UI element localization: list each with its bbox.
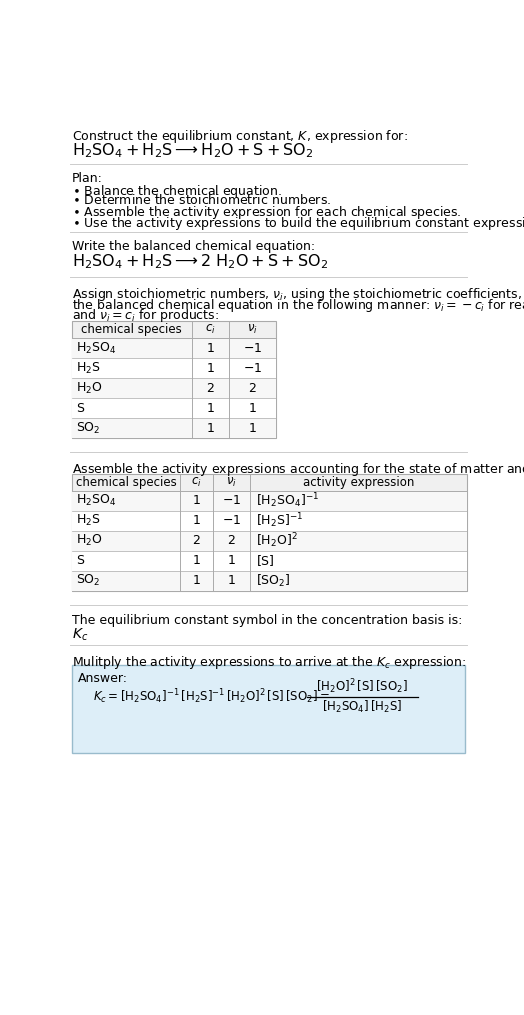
Text: $-1$: $-1$ bbox=[243, 342, 262, 354]
Text: $\mathrm{H_2O}$: $\mathrm{H_2O}$ bbox=[77, 533, 103, 548]
Text: Construct the equilibrium constant, $K$, expression for:: Construct the equilibrium constant, $K$,… bbox=[72, 128, 408, 145]
Text: $\mathrm{H_2SO_4}$: $\mathrm{H_2SO_4}$ bbox=[77, 341, 117, 355]
Text: $c_i$: $c_i$ bbox=[205, 323, 216, 336]
Bar bbox=[72, 511, 467, 531]
Text: $\bullet$ Assemble the activity expression for each chemical species.: $\bullet$ Assemble the activity expressi… bbox=[72, 204, 461, 221]
Text: $[\mathrm{SO_2}]$: $[\mathrm{SO_2}]$ bbox=[256, 572, 291, 589]
Bar bbox=[72, 321, 276, 438]
Text: $2$: $2$ bbox=[248, 382, 257, 395]
Text: 1: 1 bbox=[192, 515, 200, 527]
Text: 1: 1 bbox=[192, 494, 200, 508]
Text: $[\mathrm{H_2S}]^{-1}$: $[\mathrm{H_2S}]^{-1}$ bbox=[256, 512, 303, 530]
Bar bbox=[72, 418, 276, 438]
Text: $2$: $2$ bbox=[227, 534, 236, 547]
Text: $-1$: $-1$ bbox=[222, 515, 241, 527]
Text: $\mathrm{S}$: $\mathrm{S}$ bbox=[77, 402, 85, 415]
Text: $K_c$: $K_c$ bbox=[72, 626, 88, 642]
Text: $1$: $1$ bbox=[227, 574, 236, 588]
Text: $1$: $1$ bbox=[248, 402, 257, 415]
Bar bbox=[72, 490, 467, 511]
Text: $\mathrm{H_2SO_4}$: $\mathrm{H_2SO_4}$ bbox=[77, 493, 117, 509]
Text: 2: 2 bbox=[192, 534, 200, 547]
Bar bbox=[72, 474, 467, 490]
Text: $\mathrm{H_2SO_4 + H_2S \longrightarrow 2\;H_2O + S + SO_2}$: $\mathrm{H_2SO_4 + H_2S \longrightarrow … bbox=[72, 252, 328, 271]
Text: $-1$: $-1$ bbox=[222, 494, 241, 508]
Text: activity expression: activity expression bbox=[303, 476, 414, 488]
Text: $\mathrm{H_2SO_4 + H_2S \longrightarrow H_2O + S + SO_2}$: $\mathrm{H_2SO_4 + H_2S \longrightarrow … bbox=[72, 141, 313, 159]
Text: $[\mathrm{H_2SO_4}]\,[\mathrm{H_2S}]$: $[\mathrm{H_2SO_4}]\,[\mathrm{H_2S}]$ bbox=[322, 699, 402, 715]
Text: Answer:: Answer: bbox=[78, 672, 128, 685]
Bar bbox=[72, 338, 276, 358]
Text: $K_c = [\mathrm{H_2SO_4}]^{-1}\,[\mathrm{H_2S}]^{-1}\,[\mathrm{H_2O}]^{2}\,[\mat: $K_c = [\mathrm{H_2SO_4}]^{-1}\,[\mathrm… bbox=[93, 687, 330, 706]
Text: The equilibrium constant symbol in the concentration basis is:: The equilibrium constant symbol in the c… bbox=[72, 614, 462, 627]
Text: Write the balanced chemical equation:: Write the balanced chemical equation: bbox=[72, 240, 315, 253]
Text: Assign stoichiometric numbers, $\nu_i$, using the stoichiometric coefficients, $: Assign stoichiometric numbers, $\nu_i$, … bbox=[72, 286, 524, 302]
Text: $1$: $1$ bbox=[248, 422, 257, 434]
Text: $\mathrm{SO_2}$: $\mathrm{SO_2}$ bbox=[77, 420, 101, 435]
Bar bbox=[72, 474, 467, 591]
Bar bbox=[72, 358, 276, 379]
Text: Mulitply the activity expressions to arrive at the $K_c$ expression:: Mulitply the activity expressions to arr… bbox=[72, 654, 466, 671]
Bar bbox=[72, 321, 276, 338]
Text: $1$: $1$ bbox=[227, 554, 236, 567]
Bar bbox=[72, 665, 465, 753]
Text: $\mathrm{H_2S}$: $\mathrm{H_2S}$ bbox=[77, 360, 101, 376]
Text: 1: 1 bbox=[206, 422, 214, 434]
Text: the balanced chemical equation in the following manner: $\nu_i = -c_i$ for react: the balanced chemical equation in the fo… bbox=[72, 296, 524, 314]
Text: $\bullet$ Determine the stoichiometric numbers.: $\bullet$ Determine the stoichiometric n… bbox=[72, 194, 331, 207]
Text: 1: 1 bbox=[206, 342, 214, 354]
Text: chemical species: chemical species bbox=[81, 323, 182, 336]
Bar bbox=[72, 551, 467, 570]
Text: $c_i$: $c_i$ bbox=[191, 476, 202, 488]
Text: 1: 1 bbox=[206, 361, 214, 375]
Bar bbox=[72, 398, 276, 418]
Text: $\nu_i$: $\nu_i$ bbox=[247, 323, 258, 336]
Text: $\bullet$ Balance the chemical equation.: $\bullet$ Balance the chemical equation. bbox=[72, 183, 282, 200]
Text: $-1$: $-1$ bbox=[243, 361, 262, 375]
Text: $[\mathrm{S}]$: $[\mathrm{S}]$ bbox=[256, 553, 275, 568]
Text: $[\mathrm{H_2O}]^2\,[\mathrm{S}]\,[\mathrm{SO_2}]$: $[\mathrm{H_2O}]^2\,[\mathrm{S}]\,[\math… bbox=[316, 678, 408, 696]
Text: Assemble the activity expressions accounting for the state of matter and $\nu_i$: Assemble the activity expressions accoun… bbox=[72, 462, 524, 478]
Text: 1: 1 bbox=[192, 554, 200, 567]
Text: and $\nu_i = c_i$ for products:: and $\nu_i = c_i$ for products: bbox=[72, 308, 219, 325]
Text: 1: 1 bbox=[192, 574, 200, 588]
Text: $\mathrm{H_2O}$: $\mathrm{H_2O}$ bbox=[77, 381, 103, 396]
Text: $[\mathrm{H_2O}]^{2}$: $[\mathrm{H_2O}]^{2}$ bbox=[256, 531, 298, 550]
Bar bbox=[72, 570, 467, 591]
Bar bbox=[72, 474, 467, 591]
Text: $\bullet$ Use the activity expressions to build the equilibrium constant express: $\bullet$ Use the activity expressions t… bbox=[72, 215, 524, 232]
Text: 1: 1 bbox=[206, 402, 214, 415]
Text: $\nu_i$: $\nu_i$ bbox=[226, 476, 237, 488]
Text: chemical species: chemical species bbox=[75, 476, 176, 488]
Text: 2: 2 bbox=[206, 382, 214, 395]
Text: $\mathrm{H_2S}$: $\mathrm{H_2S}$ bbox=[77, 514, 101, 528]
Bar bbox=[72, 531, 467, 551]
Text: Plan:: Plan: bbox=[72, 172, 103, 185]
Text: $[\mathrm{H_2SO_4}]^{-1}$: $[\mathrm{H_2SO_4}]^{-1}$ bbox=[256, 491, 319, 510]
Bar bbox=[72, 379, 276, 398]
Text: $\mathrm{S}$: $\mathrm{S}$ bbox=[77, 554, 85, 567]
Bar bbox=[72, 321, 276, 438]
Text: $\mathrm{SO_2}$: $\mathrm{SO_2}$ bbox=[77, 573, 101, 589]
